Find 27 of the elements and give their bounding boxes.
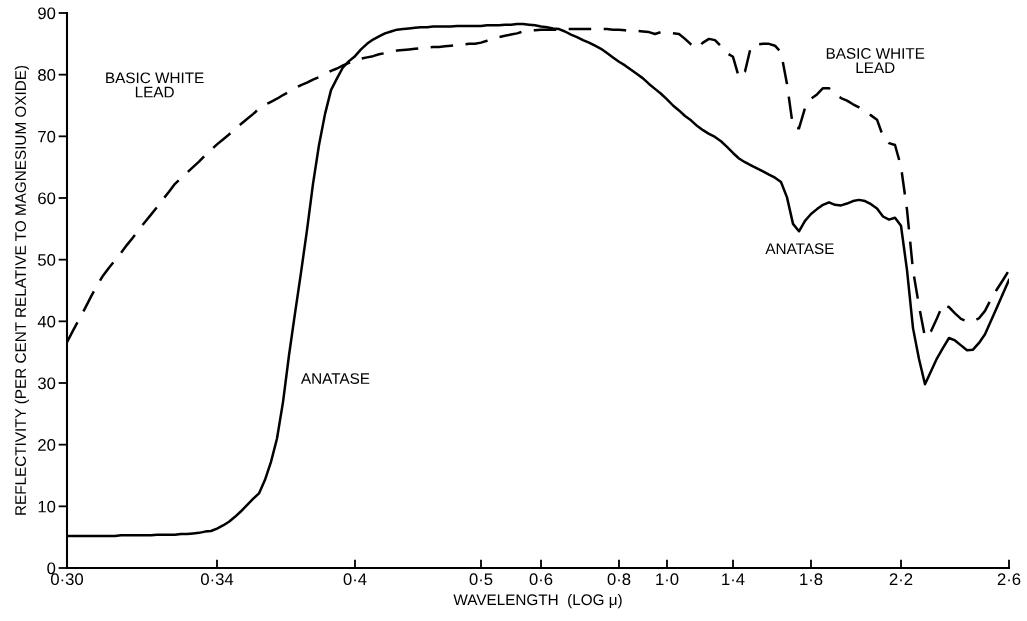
x-tick-label: 1·0 [656,573,679,586]
x-tick-label: 2·6 [997,573,1021,586]
y-tick-label: 30 [37,377,56,390]
x-tick-label: 0·34 [200,573,234,586]
y-axis-title: REFLECTIVITY (PER CENT RELATIVE TO MAGNESIUM OXIDE) [14,65,30,515]
y-tick-label: 40 [37,315,56,328]
y-tick-label: 70 [38,130,56,143]
y-tick-label: 60 [38,192,56,205]
x-tick-label: 2·2 [889,573,913,585]
annotation: BASIC WHITE LEAD [106,72,204,98]
y-tick-label: 80 [38,69,56,81]
y-tick-label: 50 [38,254,56,266]
annotation: BASIC WHITE LEAD [826,48,925,73]
y-tick-label: 20 [38,439,56,451]
x-tick-label: 1·4 [722,573,745,585]
x-axis-title: WAVELENGTH (LOG μ) [453,593,622,609]
x-tick-label: 0·6 [529,573,553,586]
x-tick-label: 1·8 [800,573,823,586]
annotation: ANATASE [300,373,370,384]
y-tick-label: 0 [47,562,56,575]
y-tick-label: 90 [38,7,56,20]
x-tick-label: 0·4 [343,573,367,586]
x-tick-label: 0·5 [469,573,493,586]
annotation: ANATASE [765,243,834,255]
y-tick-label: 10 [38,500,56,513]
x-tick-label: 0·8 [607,573,631,586]
x-tick-label: 0·30 [50,573,84,586]
